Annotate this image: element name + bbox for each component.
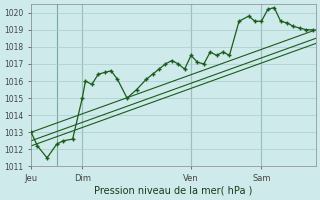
X-axis label: Pression niveau de la mer( hPa ): Pression niveau de la mer( hPa ) (94, 186, 252, 196)
